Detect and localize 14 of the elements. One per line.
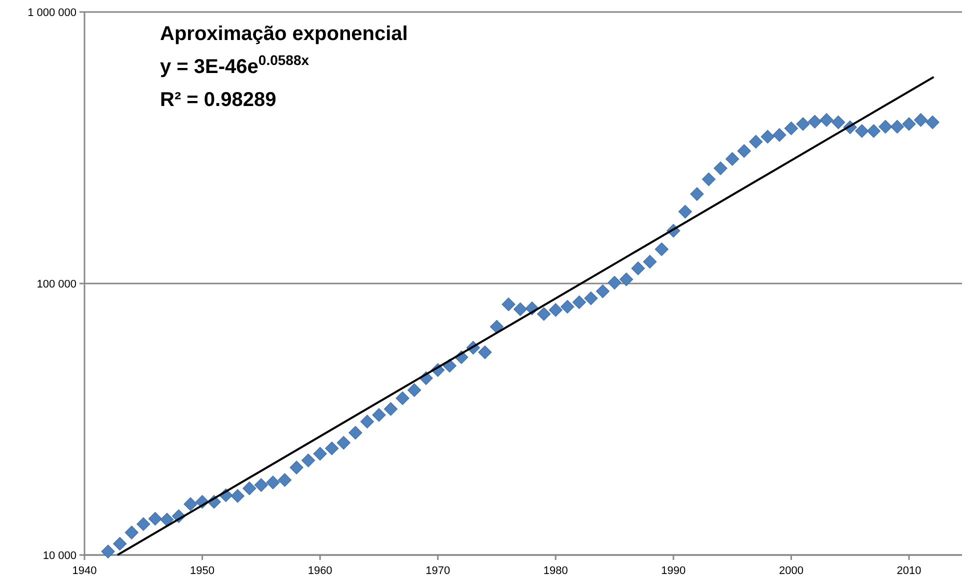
y-tick-label: 10 000 — [42, 550, 76, 562]
annotation: R² = 0.98289 — [160, 89, 276, 111]
y-tick-label: 100 000 — [36, 278, 76, 290]
x-tick-label: 1980 — [543, 565, 568, 577]
x-tick-label: 1960 — [308, 565, 332, 577]
x-tick-label: 1950 — [190, 565, 215, 577]
x-tick-label: 1970 — [426, 565, 450, 577]
annotation: y = 3E-46e$^{0.0588x}$ — [160, 52, 310, 78]
x-tick-label: 2010 — [896, 565, 922, 577]
annotation: Aproximação exponencial — [160, 23, 408, 45]
y-tick-label: 1 000 000 — [28, 6, 76, 19]
x-tick-label: 1990 — [661, 565, 686, 577]
x-tick-label: 2000 — [778, 565, 804, 577]
x-tick-label: 1940 — [72, 565, 97, 577]
